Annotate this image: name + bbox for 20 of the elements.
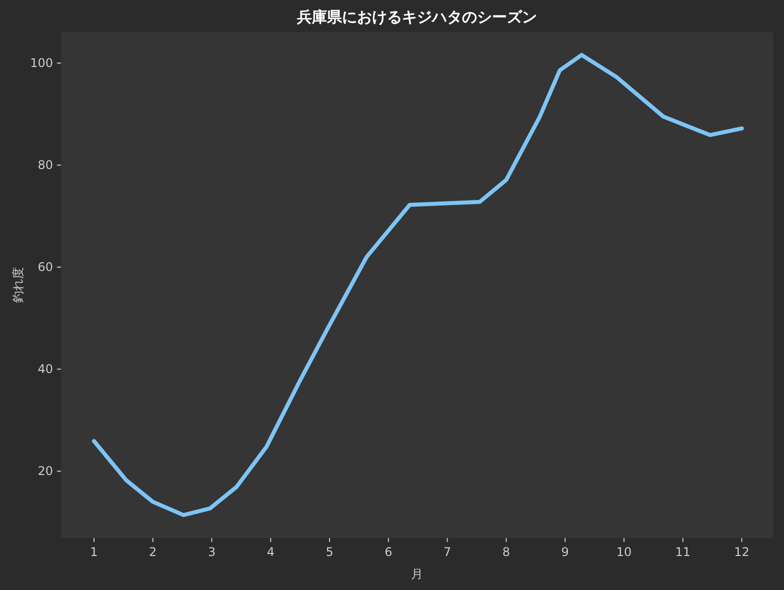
chart-title: 兵庫県におけるキジハタのシーズン — [296, 8, 537, 26]
x-tick-label: 6 — [384, 545, 392, 559]
y-tick-label: 20 — [38, 464, 53, 478]
x-tick-label: 12 — [734, 545, 750, 559]
x-tick-label: 3 — [208, 545, 216, 559]
x-tick-label: 8 — [502, 545, 510, 559]
y-tick-label: 100 — [30, 56, 53, 70]
x-axis-title: 月 — [411, 567, 423, 581]
y-axis-title: 釣れ度 — [11, 267, 25, 303]
x-tick-label: 4 — [266, 545, 274, 559]
x-tick-label: 10 — [616, 545, 632, 559]
x-tick-label: 11 — [675, 545, 691, 559]
x-tick-label: 1 — [90, 545, 98, 559]
x-tick-label: 5 — [326, 545, 334, 559]
x-tick-label: 9 — [561, 545, 569, 559]
y-tick-label: 80 — [38, 158, 53, 172]
y-tick-label: 60 — [38, 260, 53, 274]
x-tick-label: 2 — [149, 545, 157, 559]
y-tick-label: 40 — [38, 362, 53, 376]
x-tick-label: 7 — [444, 545, 452, 559]
